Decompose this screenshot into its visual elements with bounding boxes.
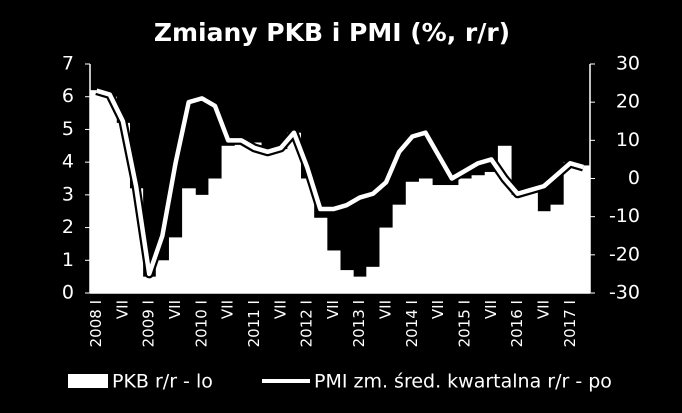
area-step [274, 149, 288, 293]
area-step [195, 194, 209, 293]
area-step [221, 145, 236, 293]
y-tick-label: 1 [62, 249, 74, 271]
x-tick-label: VII [324, 300, 342, 319]
y-tick-label: 3 [62, 183, 74, 205]
legend-label: PMI zm. śred. kwartalna r/r - po [314, 371, 612, 393]
y-tick-label: 5 [62, 118, 74, 140]
legend-label: PKB r/r - lo [112, 371, 213, 393]
area-step [142, 276, 157, 293]
area-step [392, 204, 407, 293]
x-tick-label: 2016 I [508, 300, 526, 347]
x-tick-label: VII [166, 300, 184, 319]
area-step [445, 185, 459, 293]
x-tick-label: 2009 I [140, 300, 158, 347]
x-tick-label: 2010 I [192, 300, 210, 347]
x-tick-label: 2008 I [87, 300, 105, 347]
x-tick-label: 2011 I [245, 300, 263, 347]
y2-tick-label: -30 [609, 282, 640, 304]
area-step [511, 194, 525, 293]
area-step [537, 211, 552, 293]
x-tick-label: 2017 I [561, 300, 579, 347]
legend-swatch [68, 374, 108, 388]
area-step [287, 132, 302, 293]
area-step [326, 250, 341, 293]
area-step [313, 217, 328, 293]
y-tick-label: 4 [62, 151, 74, 173]
area-step [563, 162, 578, 293]
y2-tick-label: 0 [628, 167, 640, 189]
x-tick-label: VII [271, 300, 289, 319]
area-step [116, 122, 130, 293]
area-step [379, 227, 394, 293]
area-step [366, 266, 380, 293]
area-step [550, 204, 565, 293]
y-tick-label: 6 [62, 85, 74, 107]
x-tick-label: VII [113, 300, 131, 319]
area-step [471, 175, 486, 293]
line [95, 88, 585, 277]
x-tick-label: VII [534, 300, 552, 319]
area-step [432, 185, 446, 293]
area-step [353, 276, 367, 293]
area-step [576, 165, 591, 293]
area-step [261, 149, 275, 293]
x-tick-label: VII [429, 300, 447, 319]
area-step [524, 191, 538, 293]
area-step [418, 178, 433, 293]
area-step [182, 188, 196, 293]
area-step [234, 142, 249, 293]
area-step [155, 260, 170, 293]
area-step [484, 171, 499, 293]
area-step [103, 96, 117, 293]
area-step [168, 237, 183, 293]
area-step [300, 178, 315, 293]
y2-tick-label: 10 [616, 129, 640, 151]
chart-title: Zmiany PKB i PMI (%, r/r) [154, 18, 510, 47]
area-step [247, 142, 262, 293]
area-step [340, 270, 354, 293]
x-tick-label: 2013 I [350, 300, 368, 347]
x-tick-label: 2015 I [456, 300, 474, 347]
y2-tick-label: -10 [609, 205, 640, 227]
area-step [405, 181, 420, 293]
x-tick-label: VII [219, 300, 237, 319]
area-step [458, 178, 473, 293]
y2-tick-label: 20 [616, 91, 640, 113]
y2-tick-label: -20 [609, 243, 640, 265]
x-tick-label: VII [377, 300, 395, 319]
y2-tick-label: 30 [616, 53, 640, 75]
area-step [90, 90, 104, 294]
y-tick-label: 2 [62, 216, 74, 238]
x-tick-label: VII [482, 300, 500, 319]
y-tick-label: 7 [62, 53, 74, 75]
x-tick-label: 2014 I [403, 300, 421, 347]
y-tick-label: 0 [62, 282, 74, 304]
x-tick-label: 2012 I [298, 300, 316, 347]
area-step [208, 178, 223, 293]
